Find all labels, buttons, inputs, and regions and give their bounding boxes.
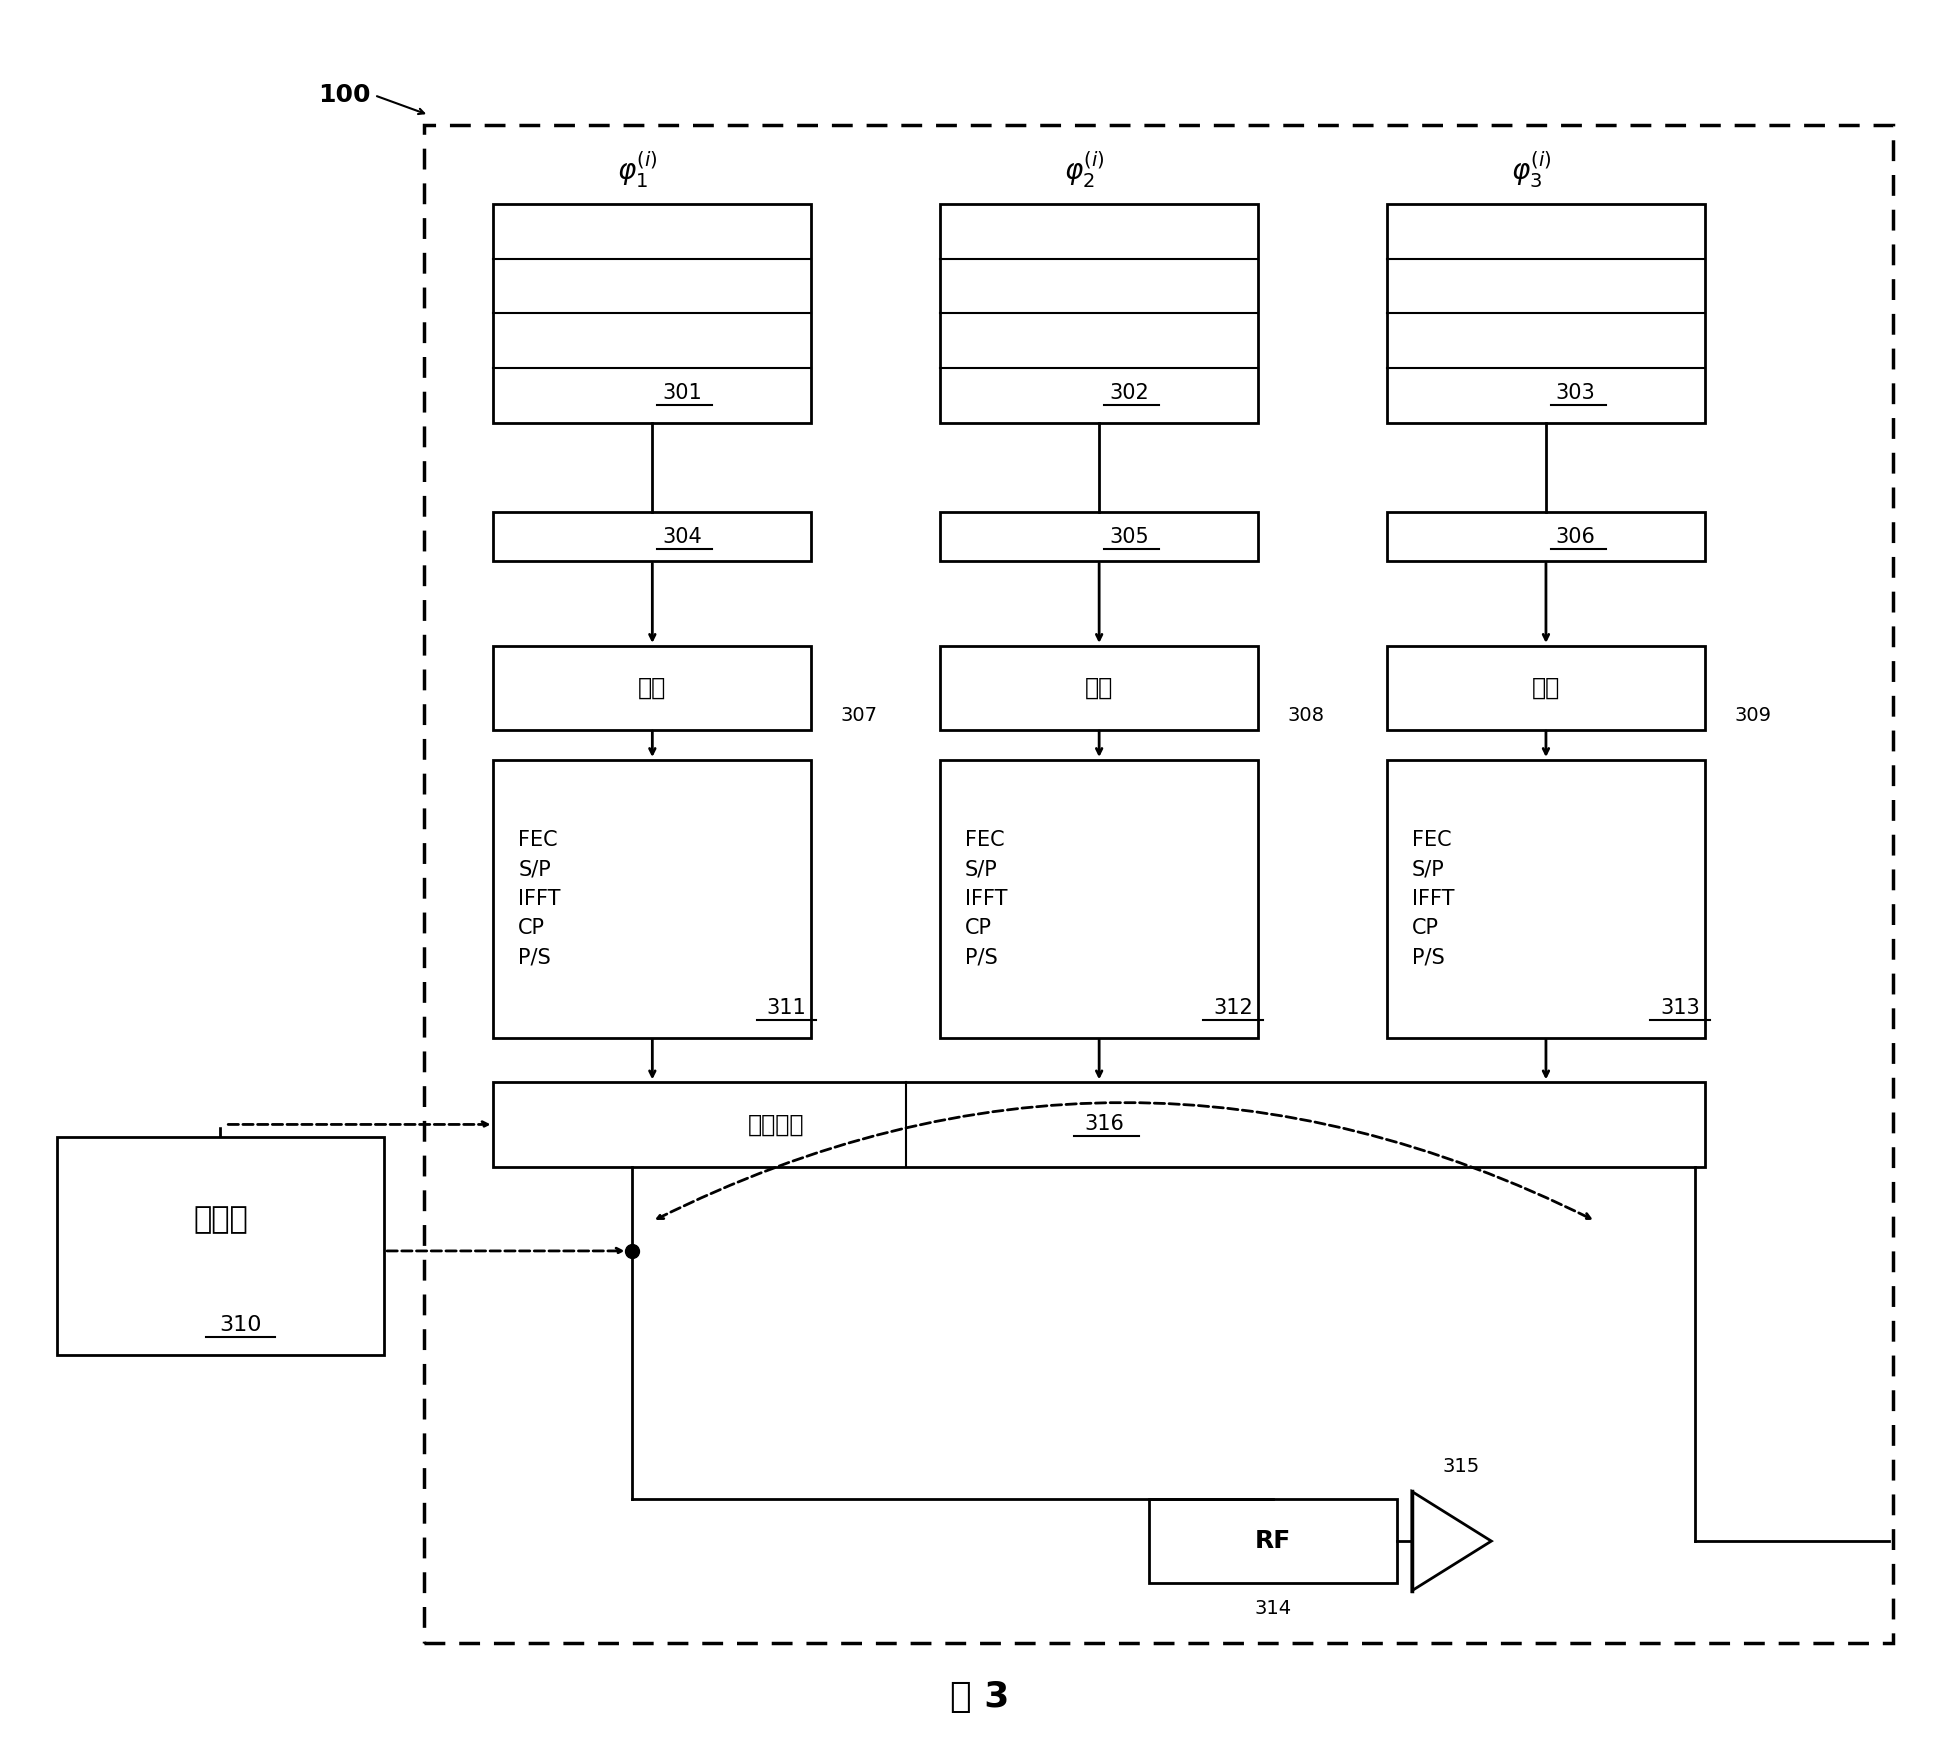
Bar	[1387, 645, 1704, 730]
Text: 312: 312	[1213, 998, 1254, 1017]
Text: FEC
S/P
IFFT
CP
P/S: FEC S/P IFFT CP P/S	[966, 830, 1007, 969]
Text: 306: 306	[1555, 527, 1597, 546]
Text: RF: RF	[1256, 1529, 1291, 1553]
Polygon shape	[1412, 1492, 1491, 1591]
Text: 314: 314	[1254, 1598, 1291, 1617]
Bar	[57, 1137, 384, 1355]
Bar	[494, 1082, 1704, 1167]
Text: 308: 308	[1287, 706, 1324, 725]
Bar	[494, 511, 811, 562]
Bar	[423, 125, 1894, 1643]
Bar	[1148, 1499, 1397, 1582]
Bar	[494, 205, 811, 423]
Text: 加扰: 加扰	[1085, 676, 1113, 701]
Bar	[940, 205, 1258, 423]
Text: 加扰: 加扰	[639, 676, 666, 701]
Bar	[494, 645, 811, 730]
Bar	[1387, 511, 1704, 562]
Bar	[940, 760, 1258, 1038]
Bar	[494, 760, 811, 1038]
Bar	[1387, 205, 1704, 423]
Text: 311: 311	[766, 998, 807, 1017]
Text: 313: 313	[1659, 998, 1700, 1017]
Text: 测量单元: 测量单元	[748, 1113, 805, 1137]
Bar	[1387, 760, 1704, 1038]
Text: $\varphi_1^{(i)}$: $\varphi_1^{(i)}$	[617, 150, 658, 190]
Text: 316: 316	[1083, 1115, 1124, 1134]
Text: 301: 301	[662, 383, 701, 403]
Text: 100: 100	[317, 83, 370, 108]
Bar	[940, 511, 1258, 562]
Text: 图 3: 图 3	[950, 1680, 1009, 1715]
Text: FEC
S/P
IFFT
CP
P/S: FEC S/P IFFT CP P/S	[1412, 830, 1454, 969]
Text: 303: 303	[1555, 383, 1597, 403]
Text: 调度器: 调度器	[194, 1205, 247, 1235]
Text: FEC
S/P
IFFT
CP
P/S: FEC S/P IFFT CP P/S	[519, 830, 560, 969]
Text: 307: 307	[840, 706, 878, 725]
Text: 305: 305	[1109, 527, 1148, 546]
Bar	[940, 645, 1258, 730]
Text: 310: 310	[219, 1315, 263, 1336]
Text: $\varphi_3^{(i)}$: $\varphi_3^{(i)}$	[1510, 150, 1552, 190]
Text: $\varphi_2^{(i)}$: $\varphi_2^{(i)}$	[1064, 150, 1105, 190]
Text: 315: 315	[1444, 1457, 1481, 1476]
Text: 309: 309	[1734, 706, 1771, 725]
Text: 加扰: 加扰	[1532, 676, 1559, 701]
Text: 302: 302	[1109, 383, 1148, 403]
Text: 304: 304	[662, 527, 701, 546]
